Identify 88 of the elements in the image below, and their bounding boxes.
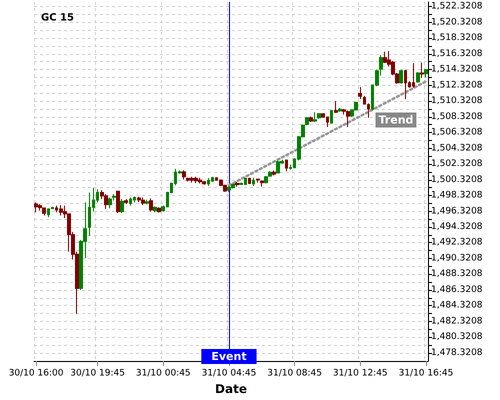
candlestick: [276, 160, 280, 174]
y-tick-label: 1,518.3208: [431, 33, 483, 44]
series-label: Trend: [378, 114, 414, 127]
y-tick-label: 1,480.3208: [431, 332, 483, 342]
candlestick: [38, 204, 42, 212]
candlestick: [42, 206, 46, 216]
candlestick: [124, 198, 128, 205]
candlestick: [272, 170, 276, 176]
candlestick: [412, 62, 415, 88]
candlestick: [235, 182, 239, 188]
x-tick-label: 31/10 12:45: [332, 368, 388, 378]
candlestick: [59, 204, 63, 216]
ref-line-label: Event: [211, 350, 247, 363]
y-tick-label: 1,510.3208: [431, 96, 483, 106]
candlestick: [194, 176, 198, 184]
y-tick-label: 1,522.3208: [431, 2, 483, 12]
candlestick: [116, 190, 120, 214]
candlestick: [129, 196, 132, 206]
x-tick-label: 30/10 19:45: [70, 368, 125, 378]
y-tick-label: 1,478.3208: [431, 348, 483, 358]
y-tick-label: 1,492.3208: [431, 238, 483, 248]
y-tick-label: 1,490.3208: [431, 253, 483, 264]
candlestick: [383, 51, 387, 64]
candlestick: [420, 62, 424, 78]
candlestick: [260, 180, 264, 188]
candlestick: [239, 182, 243, 186]
text: GC 15: [41, 12, 74, 24]
candlestick: [346, 110, 350, 128]
y-tick-label: 1,486.3208: [431, 284, 483, 295]
y-tick-label: 1,516.3208: [431, 48, 483, 59]
candlestick: [256, 178, 260, 184]
y-tick-label: 1,484.3208: [431, 300, 483, 311]
candlestick: [190, 176, 194, 184]
candlestick: [309, 116, 313, 123]
y-tick-label: 1,508.3208: [431, 112, 483, 122]
candlestick: [285, 159, 288, 172]
candlestick: [153, 206, 157, 213]
candlestick: [252, 177, 255, 186]
candlestick: [141, 196, 145, 206]
candlestick: [358, 86, 362, 100]
y-tick-label: 1,506.3208: [431, 128, 483, 138]
y-tick-label: 1,514.3208: [431, 64, 483, 75]
candlestick: [133, 196, 136, 203]
y-tick-label: 1,502.3208: [431, 159, 483, 170]
y-tick-label: 1,482.3208: [431, 316, 483, 326]
candlestick: [227, 186, 231, 192]
candlestick: [424, 68, 428, 78]
candlestick: [108, 196, 112, 209]
x-tick-label: 30/10 16:00: [8, 368, 64, 378]
candlestick: [313, 112, 317, 123]
candlestick: [34, 202, 38, 213]
candlestick: [120, 198, 124, 214]
candlestick: [317, 112, 321, 120]
candlestick: [186, 177, 190, 182]
candlestick: [149, 198, 153, 212]
y-tick-label: 1,504.3208: [431, 143, 483, 154]
candlestick: [157, 206, 161, 214]
y-tick-label: 1,498.3208: [431, 190, 483, 201]
candlestick: [330, 109, 333, 124]
candlestick: [137, 196, 141, 202]
y-tick-label: 1,512.3208: [431, 80, 483, 90]
y-tick-label: 1,496.3208: [431, 206, 483, 216]
y-tick-label: 1,494.3208: [431, 222, 483, 232]
x-tick-label: 31/10 04:45: [202, 368, 256, 378]
y-tick-label: 1,520.3208: [431, 17, 483, 28]
x-tick-label: 31/10 08:45: [267, 368, 322, 378]
candlestick: [404, 69, 407, 100]
candlestick: [416, 72, 420, 84]
candlestick: [88, 192, 91, 236]
candlestick: [47, 208, 50, 218]
candlestick: [338, 107, 342, 112]
candlestick: [231, 183, 235, 190]
candlestick: [202, 180, 206, 186]
candlestick: [207, 178, 210, 186]
candlestick: [211, 176, 214, 182]
y-tick-label: 1,500.3208: [431, 174, 483, 185]
candlestick: [145, 199, 149, 205]
candlestick: [248, 177, 251, 185]
candlestick: [399, 69, 403, 84]
candlestick: [264, 176, 268, 184]
y-tick-label: 1,488.3208: [431, 269, 483, 280]
x-tick-label: 31/10 00:45: [136, 368, 191, 378]
candlestick: [334, 100, 338, 114]
candlestick: [182, 170, 186, 180]
candlestick: [104, 194, 108, 210]
candlestick: [198, 177, 202, 184]
x-tick-label: 31/10 16:45: [398, 368, 454, 378]
x-axis-title: Date: [215, 382, 247, 396]
